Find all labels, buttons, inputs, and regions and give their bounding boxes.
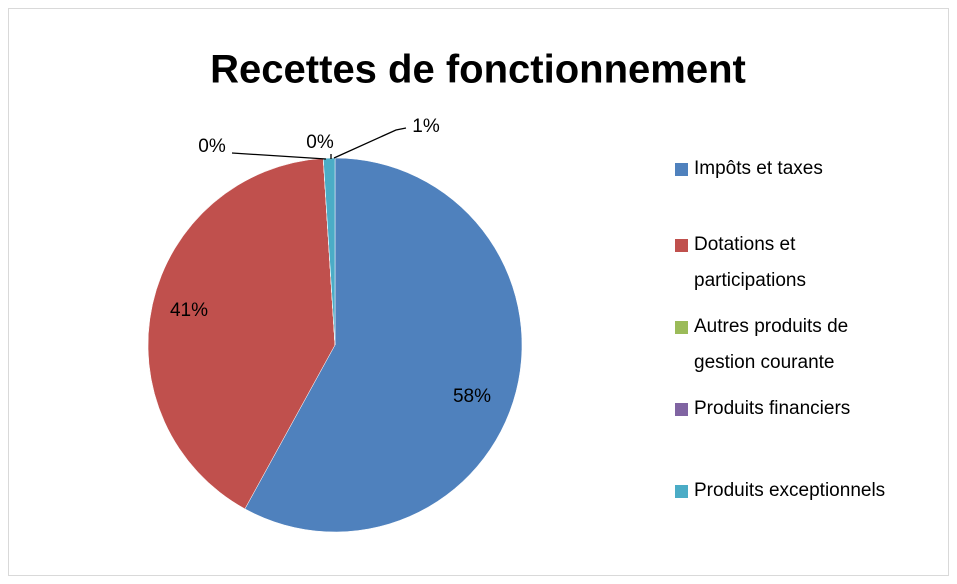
data-label: 41% (170, 300, 208, 321)
chart-title: Recettes de fonctionnement (210, 48, 746, 92)
legend-label: Produits financiers (694, 398, 851, 419)
data-label: 0% (198, 136, 226, 157)
legend-item: Autres produits de gestion courante (675, 309, 905, 381)
legend-label: Dotations et participations (694, 234, 806, 291)
data-label: 0% (306, 132, 334, 153)
data-label: 58% (453, 386, 491, 407)
pie-slice (244, 157, 523, 533)
legend-label: Impôts et taxes (694, 158, 823, 179)
legend-swatch (675, 403, 688, 416)
legend-swatch (675, 321, 688, 334)
legend-item: Produits financiers (675, 391, 905, 427)
legend-item: Dotations et participations (675, 227, 905, 299)
legend-swatch (675, 163, 688, 176)
legend-item: Impôts et taxes (675, 151, 905, 187)
legend-label: Autres produits de gestion courante (694, 316, 849, 373)
leader-line (333, 127, 407, 159)
leader-line (231, 152, 327, 160)
pie-slice (147, 158, 336, 510)
legend-label: Produits exceptionnels (694, 480, 886, 501)
legend-item: Produits exceptionnels (675, 473, 905, 509)
legend-swatch (675, 239, 688, 252)
data-label: 1% (412, 116, 440, 137)
legend-swatch (675, 485, 688, 498)
